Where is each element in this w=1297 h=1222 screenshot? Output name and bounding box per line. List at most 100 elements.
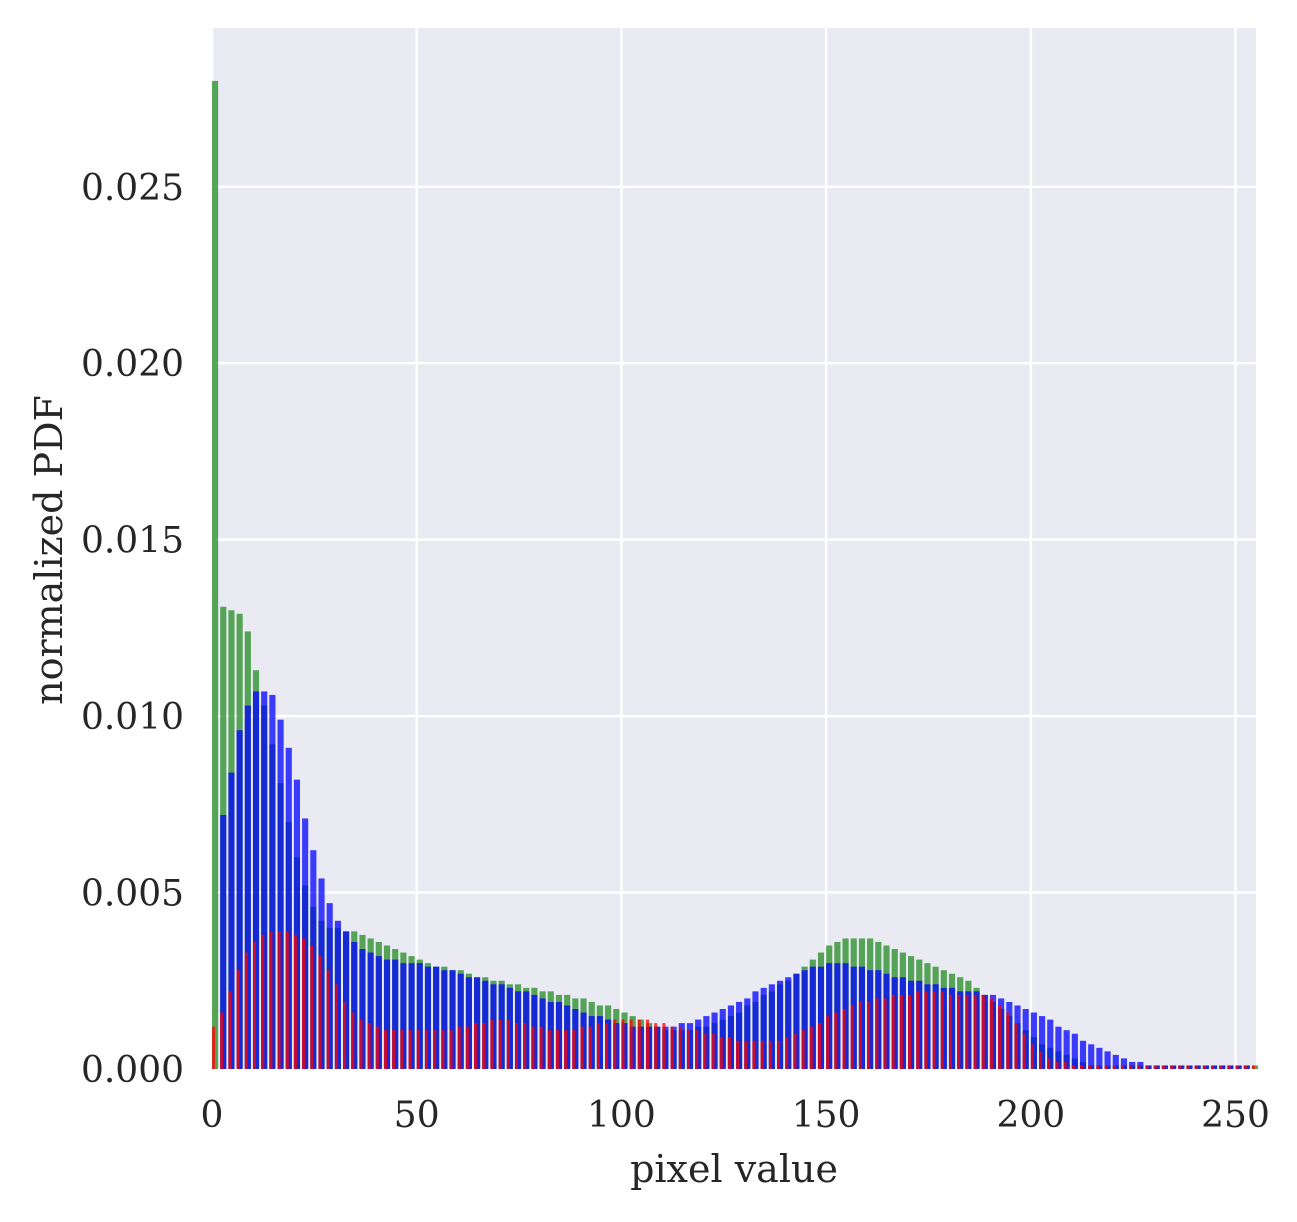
bar	[1170, 1065, 1177, 1069]
bar	[1194, 1065, 1198, 1069]
bar	[514, 1023, 519, 1069]
x-axis-label: pixel value	[630, 1147, 838, 1191]
bar	[228, 991, 232, 1069]
bar	[932, 991, 936, 1069]
bar	[858, 1001, 862, 1069]
bar	[785, 1037, 789, 1069]
bar	[768, 1040, 772, 1069]
bar	[1120, 1058, 1128, 1069]
bar	[654, 1023, 658, 1069]
bar	[449, 1030, 453, 1069]
bar	[367, 1023, 371, 1069]
x-tick-label: 100	[587, 1095, 656, 1136]
bar	[359, 949, 366, 1069]
bar	[277, 719, 284, 1069]
bar	[809, 966, 816, 1069]
bar	[875, 998, 879, 1069]
bar	[908, 994, 912, 1069]
bar	[367, 952, 374, 1069]
y-tick-labels: 0.000 0.005 0.010 0.015 0.020 0.025	[81, 168, 184, 1091]
bar	[424, 1030, 428, 1069]
bar	[285, 931, 289, 1069]
bar	[1104, 1065, 1108, 1069]
bar	[768, 984, 775, 1069]
bar	[940, 991, 944, 1069]
bar	[523, 1023, 527, 1069]
bar	[433, 966, 440, 1069]
bar	[1047, 1019, 1054, 1069]
bar	[1112, 1054, 1119, 1069]
bar	[449, 970, 456, 1069]
bar	[1161, 1065, 1168, 1069]
bar	[359, 1019, 363, 1069]
bar	[711, 1033, 715, 1069]
bar	[441, 970, 448, 1069]
bar	[883, 998, 887, 1069]
bar	[973, 994, 977, 1069]
bar	[605, 1023, 609, 1069]
bar	[236, 730, 243, 1069]
bar	[1071, 1065, 1075, 1069]
bar	[916, 991, 920, 1069]
x-tick-label: 250	[1201, 1095, 1270, 1136]
bar	[212, 1026, 216, 1069]
bar	[1112, 1065, 1116, 1069]
bar	[1227, 1065, 1234, 1069]
bar	[1088, 1044, 1095, 1069]
bar	[252, 941, 257, 1069]
bar	[220, 814, 227, 1069]
bar	[416, 1030, 420, 1069]
bar	[826, 1016, 830, 1069]
bar	[989, 998, 993, 1069]
bar	[1161, 1065, 1165, 1069]
bar	[588, 1026, 592, 1069]
bar	[1186, 1065, 1190, 1069]
bar	[498, 1019, 502, 1069]
bar	[1120, 1065, 1124, 1069]
bar	[465, 977, 472, 1069]
bar	[809, 1026, 813, 1069]
x-tick-label: 0	[201, 1095, 224, 1136]
bar	[1055, 1026, 1062, 1069]
bar	[1079, 1065, 1084, 1069]
y-tick-label: 0.005	[81, 874, 184, 915]
bar	[744, 1040, 748, 1069]
bar	[785, 977, 792, 1069]
bar	[736, 1040, 740, 1069]
bar	[228, 772, 235, 1069]
bar	[236, 970, 240, 1069]
bar	[383, 959, 391, 1069]
bar	[1137, 1061, 1144, 1069]
bar	[269, 931, 273, 1069]
y-tick-label: 0.020	[81, 344, 184, 385]
bar	[506, 1019, 510, 1069]
bar	[736, 1001, 743, 1069]
bar	[293, 934, 297, 1069]
bar	[400, 1030, 404, 1069]
bar	[351, 941, 358, 1069]
bar	[678, 1026, 682, 1069]
bar	[793, 1033, 797, 1069]
bar	[424, 966, 432, 1069]
bar	[1219, 1065, 1223, 1069]
bar	[662, 1023, 666, 1069]
bar	[572, 1030, 576, 1069]
bar	[1129, 1065, 1133, 1069]
bar	[547, 1030, 551, 1069]
bar	[302, 938, 306, 1069]
bar	[1145, 1065, 1149, 1069]
bar	[899, 994, 903, 1069]
bar	[293, 779, 301, 1069]
bar	[948, 994, 953, 1069]
bar	[1096, 1047, 1103, 1069]
bar	[621, 1019, 625, 1069]
bar	[1096, 1065, 1100, 1069]
bar	[1039, 1051, 1043, 1069]
bar	[596, 1023, 600, 1069]
bar	[457, 973, 464, 1069]
bar	[285, 747, 292, 1069]
bar	[645, 1019, 650, 1069]
bar	[670, 1026, 674, 1069]
bar	[1104, 1051, 1111, 1069]
